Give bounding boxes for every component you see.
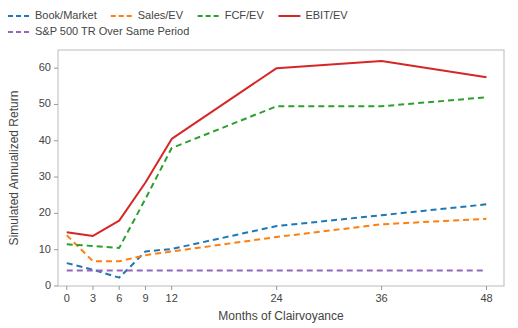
x-tick — [381, 286, 382, 290]
x-tick — [66, 286, 67, 290]
legend-swatch — [8, 15, 30, 17]
x-tick-label: 24 — [271, 292, 283, 304]
y-tick-label: 60 — [39, 61, 51, 73]
x-tick-label: 36 — [375, 292, 387, 304]
legend-label: Sales/EV — [138, 9, 184, 21]
series-line — [67, 219, 487, 261]
y-tick — [54, 249, 58, 250]
y-tick-label: 10 — [39, 243, 51, 255]
x-tick-label: 48 — [480, 292, 492, 304]
legend-label: Book/Market — [35, 9, 97, 21]
y-tick-label: 20 — [39, 206, 51, 218]
legend-item: EBIT/EV — [278, 9, 348, 21]
legend-swatch — [278, 15, 300, 17]
series-line — [67, 269, 487, 271]
legend-label: S&P 500 TR Over Same Period — [35, 25, 189, 37]
plot-frame — [58, 50, 504, 286]
legend-item: Sales/EV — [111, 9, 184, 21]
series-line — [67, 97, 487, 248]
x-tick-label: 6 — [116, 292, 122, 304]
series-line — [67, 61, 487, 236]
y-axis-label: Simulated Annualized Return — [7, 91, 21, 246]
y-tick-label: 0 — [45, 279, 51, 291]
chart: Book/Market Sales/EV FCF/EV EBIT/EV S&P 500 … — [0, 0, 518, 328]
series-group — [67, 61, 487, 278]
legend-swatch — [8, 31, 30, 33]
series-line — [67, 204, 487, 277]
legend-item: Book/Market — [8, 9, 97, 21]
y-tick-label: 30 — [39, 170, 51, 182]
x-tick — [276, 286, 277, 290]
x-tick-label: 12 — [166, 292, 178, 304]
x-tick — [145, 286, 146, 290]
y-tick — [54, 140, 58, 141]
legend-swatch — [198, 15, 220, 17]
x-axis-label: Months of Clairvoyance — [218, 309, 344, 323]
chart-container: Book/Market Sales/EV FCF/EV EBIT/EV S&P 500 … — [0, 0, 518, 328]
x-tick-label: 0 — [64, 292, 70, 304]
x-tick-label: 9 — [142, 292, 148, 304]
y-tick — [54, 104, 58, 105]
y-tick — [54, 177, 58, 178]
x-tick — [486, 286, 487, 290]
y-tick-label: 50 — [39, 97, 51, 109]
y-tick — [54, 213, 58, 214]
x-tick — [171, 286, 172, 290]
legend-label: EBIT/EV — [305, 9, 348, 21]
legend-item: FCF/EV — [198, 9, 265, 21]
legend-item: S&P 500 TR Over Same Period — [8, 25, 189, 37]
axes: 0102030405060036912243648 — [39, 50, 504, 304]
x-tick — [92, 286, 93, 290]
legend-swatch — [111, 15, 133, 17]
y-tick — [54, 286, 58, 287]
legend-label: FCF/EV — [225, 9, 265, 21]
x-tick — [119, 286, 120, 290]
x-tick-label: 3 — [90, 292, 96, 304]
y-tick — [54, 68, 58, 69]
legend: Book/Market Sales/EV FCF/EV EBIT/EV S&P 500 … — [8, 9, 348, 37]
y-tick-label: 40 — [39, 134, 51, 146]
